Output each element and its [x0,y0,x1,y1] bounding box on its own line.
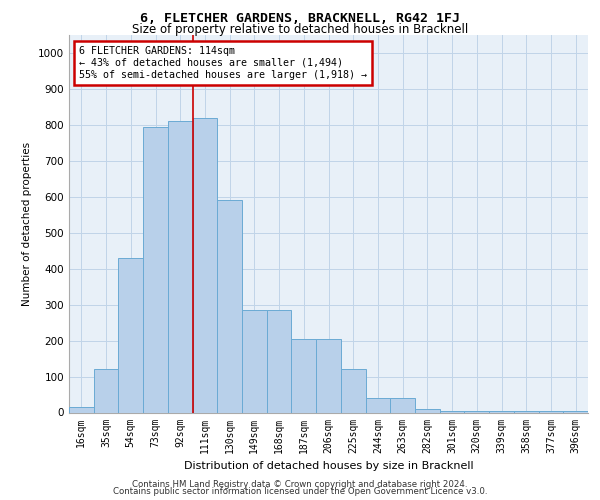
Bar [217,200,242,412]
Text: Contains public sector information licensed under the Open Government Licence v3: Contains public sector information licen… [113,488,487,496]
Bar [292,339,316,412]
Text: 6, FLETCHER GARDENS, BRACKNELL, RG42 1FJ: 6, FLETCHER GARDENS, BRACKNELL, RG42 1FJ [140,12,460,26]
Bar [390,398,415,412]
Bar [316,339,341,412]
Bar [69,407,94,412]
Bar [415,409,440,412]
Text: Size of property relative to detached houses in Bracknell: Size of property relative to detached ho… [132,22,468,36]
Bar [341,370,365,412]
Bar [168,122,193,412]
X-axis label: Distribution of detached houses by size in Bracknell: Distribution of detached houses by size … [184,461,473,471]
Bar [94,370,118,412]
Bar [143,126,168,412]
Bar [193,118,217,412]
Bar [440,410,464,412]
Bar [365,398,390,412]
Y-axis label: Number of detached properties: Number of detached properties [22,142,32,306]
Bar [242,310,267,412]
Text: Contains HM Land Registry data © Crown copyright and database right 2024.: Contains HM Land Registry data © Crown c… [132,480,468,489]
Bar [118,258,143,412]
Text: 6 FLETCHER GARDENS: 114sqm
← 43% of detached houses are smaller (1,494)
55% of s: 6 FLETCHER GARDENS: 114sqm ← 43% of deta… [79,46,367,80]
Bar [539,410,563,412]
Bar [489,410,514,412]
Bar [464,410,489,412]
Bar [514,410,539,412]
Bar [267,310,292,412]
Bar [563,410,588,412]
